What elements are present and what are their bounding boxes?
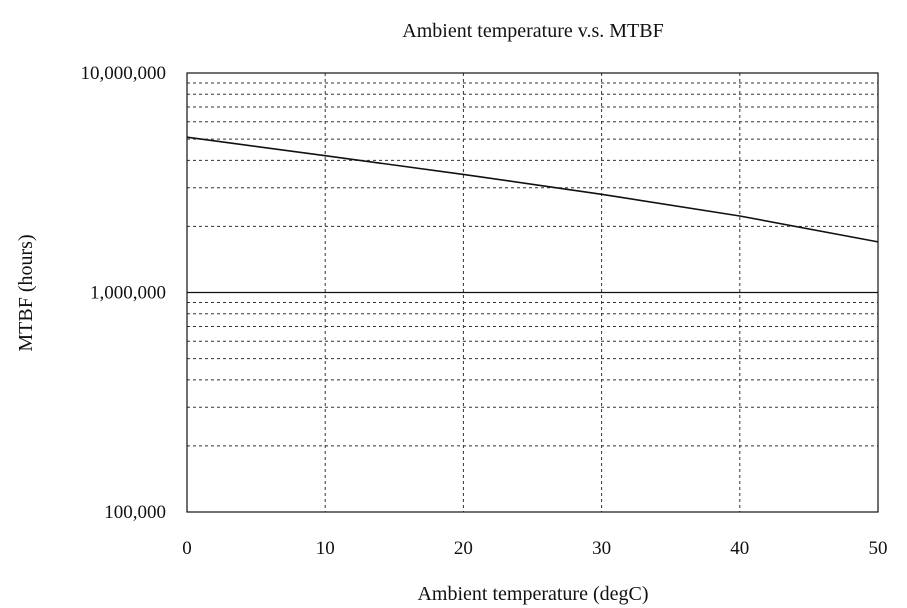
plot-area — [186, 72, 879, 513]
y-tick-label: 10,000,000 — [81, 63, 167, 84]
grid — [187, 73, 878, 512]
chart-title: Ambient temperature v.s. MTBF — [402, 20, 663, 42]
x-axis-label: Ambient temperature (degC) — [417, 583, 648, 605]
y-tick-label: 100,000 — [104, 502, 166, 523]
x-tick-label: 10 — [316, 538, 335, 559]
series-layer — [186, 136, 879, 243]
x-tick-label: 50 — [869, 538, 888, 559]
x-tick-label: 30 — [592, 538, 611, 559]
series-line — [186, 136, 879, 243]
y-axis-ticks: 100,000 1,000,000 10,000,000 — [81, 63, 167, 523]
x-tick-label: 0 — [182, 538, 192, 559]
y-axis-label: MTBF (hours) — [15, 234, 37, 351]
x-tick-label: 40 — [730, 538, 749, 559]
x-tick-label: 20 — [454, 538, 473, 559]
y-tick-label: 1,000,000 — [90, 283, 166, 304]
x-axis-ticks: 0 10 20 30 40 50 — [182, 538, 887, 559]
